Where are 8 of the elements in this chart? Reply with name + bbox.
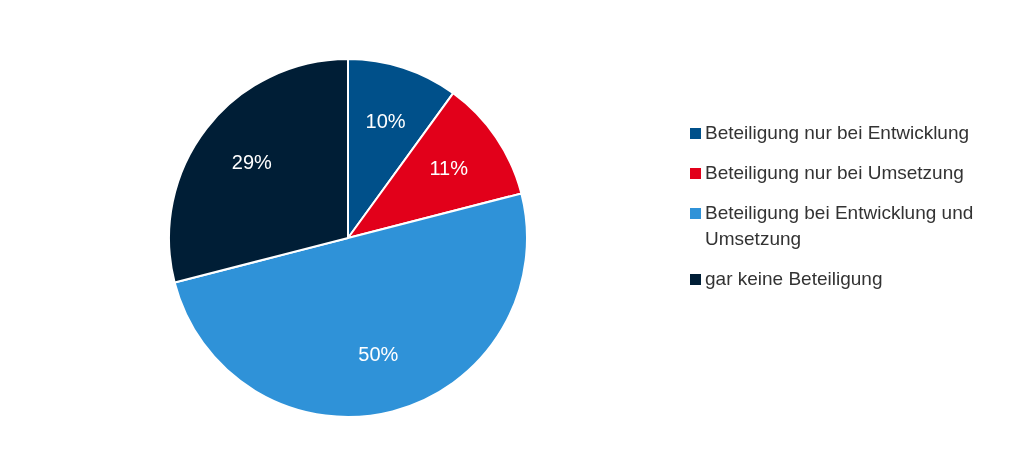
data-label: 11% <box>429 157 469 180</box>
legend-label: Beteiligung nur bei Umsetzung <box>705 161 964 185</box>
legend-label: Beteiligung nur bei Entwicklung <box>705 121 970 145</box>
legend-label: gar keine Beteiligung <box>705 267 883 291</box>
data-label: 29% <box>231 150 273 173</box>
legend-label: Beteiligung bei Entwicklung und Umsetzung <box>705 201 975 251</box>
data-label: 50% <box>358 343 399 366</box>
data-label: 10% <box>365 109 406 132</box>
